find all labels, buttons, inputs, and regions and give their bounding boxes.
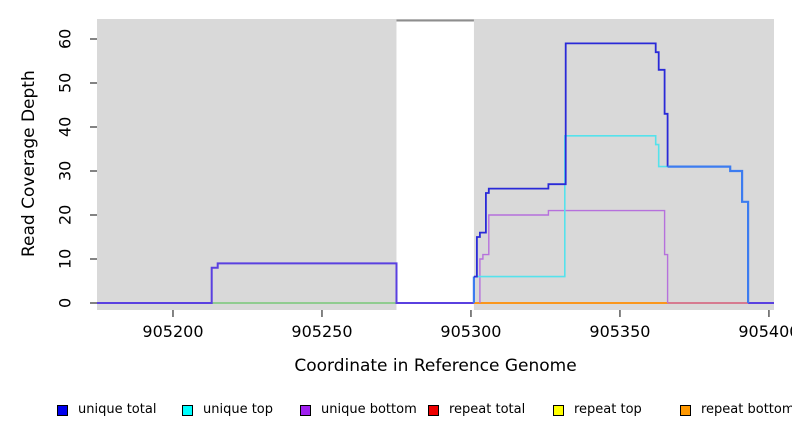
- x-tick-label: 905300: [440, 322, 502, 341]
- series-segment-unique-total-dark-blue: [473, 42, 669, 278]
- legend-swatch: [428, 404, 439, 416]
- y-tick-label: 0: [55, 297, 75, 309]
- legend-item-repeat-total: repeat total: [428, 403, 525, 417]
- x-tick-label: 905200: [142, 322, 204, 341]
- legend-item-unique-top: unique top: [182, 403, 273, 417]
- legend-label: repeat total: [449, 402, 526, 417]
- legend-label: repeat top: [574, 402, 642, 417]
- x-tick-label: 905350: [589, 322, 651, 341]
- series-segment-unique-top-cyan: [473, 135, 668, 278]
- legend-label: unique bottom: [321, 402, 417, 417]
- legend-swatch: [300, 404, 311, 416]
- legend-item-repeat-top: repeat top: [553, 403, 642, 417]
- y-tick-label: 50: [55, 72, 75, 94]
- legend-label: unique total: [78, 402, 157, 417]
- chart-legend: unique total unique top unique bottom repea…: [0, 403, 792, 419]
- legend-swatch: [680, 404, 691, 416]
- y-tick-label: 20: [55, 204, 75, 226]
- legend-swatch: [57, 404, 68, 416]
- y-axis-title: Read Coverage Depth: [19, 70, 39, 258]
- series-segment-left-plateau-violet: [97, 262, 474, 304]
- y-tick-label: 10: [55, 248, 75, 270]
- legend-label: unique top: [203, 402, 274, 417]
- y-tick-label: 30: [55, 160, 75, 182]
- legend-label: repeat bottom: [701, 402, 792, 417]
- y-tick-label: 60: [55, 28, 75, 50]
- legend-swatch: [553, 404, 564, 416]
- series-segment-unique-bottom-purple: [479, 209, 669, 303]
- x-axis-title: Coordinate in Reference Genome: [294, 356, 577, 376]
- legend-item-unique-total: unique total: [57, 403, 156, 417]
- legend-item-unique-bottom: unique bottom: [300, 403, 417, 417]
- x-tick-label: 905250: [291, 322, 353, 341]
- series-segment-tail-bright-blue: [667, 165, 750, 303]
- legend-swatch: [182, 404, 193, 416]
- masked-region-band: [396, 19, 474, 310]
- y-tick-label: 40: [55, 116, 75, 138]
- legend-item-repeat-bottom: repeat bottom: [680, 403, 792, 417]
